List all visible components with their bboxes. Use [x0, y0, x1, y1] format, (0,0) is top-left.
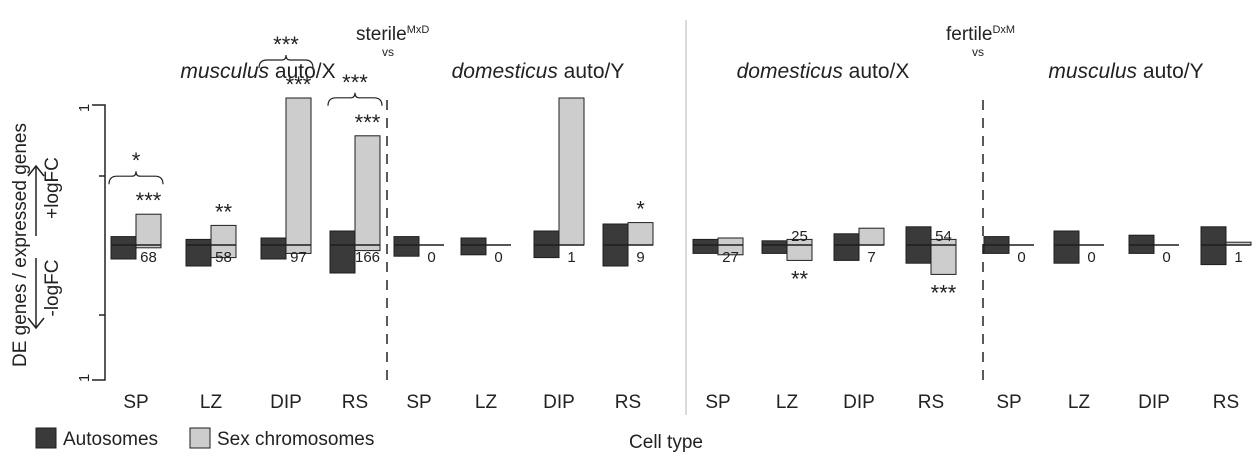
- x-tick-label-dip: DIP: [543, 392, 575, 413]
- bar-autosomes-dip: [260, 237, 287, 260]
- bar-sex-rs: [354, 135, 381, 252]
- subpanel-title-3: domesticus auto/X: [737, 60, 910, 83]
- significance-bracket: [258, 54, 314, 69]
- count-label-lz: 0: [494, 249, 502, 266]
- bar-sex-dip: [558, 97, 585, 246]
- group-vs-fertile: vs: [972, 45, 984, 59]
- x-axis-label: Cell type: [629, 432, 703, 453]
- x-tick-label-sp: SP: [705, 392, 730, 413]
- count-label-lz: 58: [215, 249, 232, 266]
- bar-sex-rs: [627, 222, 654, 246]
- subpanel-title-2: domesticus auto/Y: [452, 60, 625, 83]
- significance-sex-lz: **: [791, 266, 809, 291]
- count-label-lz: 25: [791, 228, 808, 245]
- bar-sex-dip: [285, 97, 312, 254]
- x-tick-label-lz: LZ: [475, 392, 498, 413]
- x-tick-label-dip: DIP: [270, 392, 302, 413]
- count-label-dip: 7: [867, 249, 875, 266]
- y-tick-top: 1: [76, 104, 93, 112]
- legend: Autosomes Sex chromosomes: [35, 427, 374, 450]
- x-tick-label-sp: SP: [123, 392, 148, 413]
- x-tick-label-dip: DIP: [1138, 392, 1170, 413]
- significance-sex-rs: ***: [931, 280, 957, 305]
- significance-bracket: [108, 171, 164, 185]
- bar-sex-lz: [210, 224, 237, 259]
- up-arrow-icon: [27, 164, 45, 236]
- down-arrow-icon: [27, 258, 45, 330]
- significance-sex-sp: ***: [136, 188, 162, 213]
- bar-autosomes-sp: [393, 236, 420, 257]
- count-label-sp: 0: [427, 249, 435, 266]
- y-axis-label: DE genes / expressed genes: [10, 123, 31, 367]
- significance-sex-dip: ***: [286, 72, 312, 97]
- count-label-dip: 97: [290, 249, 307, 266]
- subpanel-title-1: musculus auto/X: [180, 60, 335, 83]
- bar-autosomes-lz: [460, 237, 487, 256]
- count-label-rs: 1: [1234, 249, 1242, 266]
- count-label-dip: 0: [1162, 249, 1170, 266]
- bar-sex-sp: [135, 213, 162, 249]
- x-tick-label-lz: LZ: [1068, 392, 1091, 413]
- bar-autosomes-sp: [692, 238, 719, 254]
- y-tick-bottom: 1: [76, 374, 93, 382]
- count-label-sp: 27: [722, 249, 739, 266]
- x-tick-label-rs: RS: [1213, 392, 1239, 413]
- x-tick-label-dip: DIP: [843, 392, 875, 413]
- significance-sex-rs: ***: [355, 110, 381, 135]
- bar-autosomes-sp: [110, 236, 137, 260]
- significance-sex-lz: **: [215, 199, 233, 224]
- significance-bracket-label: *: [132, 148, 141, 173]
- bar-sex-dip: [858, 227, 885, 246]
- legend-swatch-autosomes: [35, 427, 57, 449]
- bar-autosomes-lz: [1053, 230, 1080, 264]
- count-label-rs: 166: [355, 249, 380, 266]
- bar-autosomes-lz: [185, 238, 212, 267]
- subpanel-title-4: musculus auto/Y: [1048, 60, 1203, 83]
- x-tick-label-rs: RS: [615, 392, 641, 413]
- count-label-lz: 0: [1087, 249, 1095, 266]
- up-label: +logFC: [42, 157, 63, 219]
- group-title-sterile: sterileMxD: [356, 24, 429, 45]
- legend-label-sex-chromosomes: Sex chromosomes: [217, 429, 374, 450]
- count-label-sp: 0: [1017, 249, 1025, 266]
- significance-sex-rs: *: [636, 197, 645, 222]
- significance-bracket-label: ***: [273, 32, 299, 57]
- significance-bracket-label: ***: [342, 70, 368, 95]
- x-tick-label-sp: SP: [996, 392, 1021, 413]
- x-tick-label-rs: RS: [918, 392, 944, 413]
- count-label-dip: 1: [567, 249, 575, 266]
- bar-autosomes-lz: [761, 240, 788, 254]
- count-label-rs: 54: [935, 228, 952, 245]
- bars-layer: 68****SP58**LZ97******DIP166******RS0SP0…: [108, 32, 1252, 413]
- y-axis-line: [92, 104, 106, 381]
- bar-sex-sp: [717, 237, 744, 256]
- legend-swatch-sex-chromosomes: [189, 427, 211, 449]
- group-vs-sterile: vs: [382, 45, 394, 59]
- group-title-fertile: fertileDxM: [946, 24, 1015, 45]
- significance-bracket: [327, 92, 383, 106]
- legend-label-autosomes: Autosomes: [63, 429, 158, 450]
- x-tick-label-lz: LZ: [776, 392, 799, 413]
- down-label: -logFC: [42, 259, 63, 316]
- x-tick-label-rs: RS: [342, 392, 368, 413]
- bar-autosomes-rs: [329, 230, 356, 274]
- count-label-rs: 9: [636, 249, 644, 266]
- bar-autosomes-dip: [833, 233, 860, 261]
- count-label-sp: 68: [140, 249, 157, 266]
- x-tick-label-sp: SP: [406, 392, 431, 413]
- x-tick-label-lz: LZ: [200, 392, 223, 413]
